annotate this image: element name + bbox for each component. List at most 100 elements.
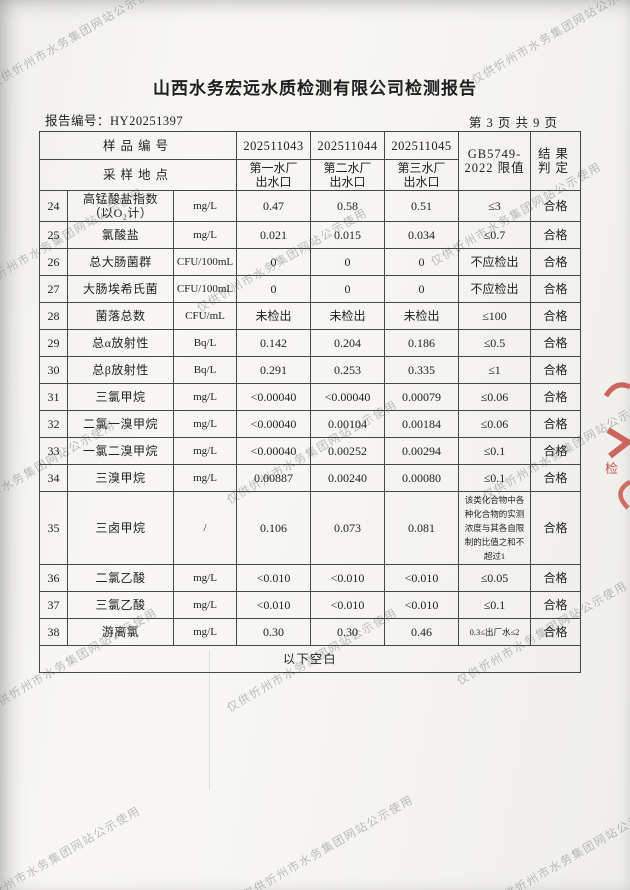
red-seal-strokes (603, 382, 630, 510)
limit-value: ≤100 (458, 302, 532, 330)
result-judgment: 合格 (530, 591, 582, 619)
row-index: 28 (39, 302, 68, 330)
value-plant-2: 0.30 (310, 618, 386, 646)
sample-id-1: 202511043 (236, 131, 312, 160)
value-plant-2: <0.010 (310, 564, 386, 592)
row-index: 38 (39, 618, 68, 646)
page-indicator: 第 3 页 共 9 页 (468, 116, 558, 130)
table-row: 37 三氯乙酸 mg/L <0.010 <0.010 <0.010 ≤0.1 合格 (39, 591, 582, 619)
sample-id-2: 202511044 (310, 131, 386, 160)
limit-value: ≤3 (458, 190, 532, 222)
value-plant-2: 0.00252 (310, 437, 386, 465)
table-row: 28 菌落总数 CFU/mL 未检出 未检出 未检出 ≤100 合格 (39, 302, 582, 330)
value-plant-1: 0.142 (236, 329, 312, 357)
value-plant-1: <0.00040 (236, 383, 312, 411)
parameter-name: 二氯一溴甲烷 (67, 410, 174, 438)
header-row-sample-id: 样品编号 202511043 202511044 202511045 GB574… (38, 131, 582, 191)
result-judgment: 合格 (530, 190, 582, 222)
value-plant-2: 0.253 (310, 356, 386, 384)
parameter-name: 二氯乙酸 (67, 564, 174, 592)
result-judgment: 合格 (530, 221, 582, 249)
row-index: 27 (39, 275, 68, 303)
value-plant-2: 未检出 (310, 302, 386, 330)
sampling-site-2: 第二水厂 出水口 (310, 159, 386, 191)
value-plant-2: 0 (310, 275, 386, 303)
value-plant-1: 0 (236, 248, 312, 276)
parameter-name: 总α放射性 (67, 329, 174, 357)
result-judgment: 合格 (530, 329, 582, 357)
row-index: 26 (39, 248, 68, 276)
watermark: 仅供忻州市水务集团网站公示使用 (241, 793, 416, 890)
row-index: 29 (39, 329, 68, 357)
parameter-name: 三氯乙酸 (67, 591, 174, 619)
value-plant-1: 0 (236, 275, 312, 303)
value-plant-1: 0.47 (236, 190, 312, 222)
limit-value: 不应检出 (458, 248, 532, 276)
red-seal-fragment: 检 (598, 374, 630, 514)
value-plant-1: 0.106 (236, 491, 312, 565)
sample-id-label: 样品编号 (38, 131, 238, 160)
limit-value: ≤0.5 (458, 329, 532, 357)
limit-value: 不应检出 (458, 275, 532, 303)
table-row: 24 高锰酸盐指数 （以O₂计） mg/L 0.47 0.58 0.51 ≤3 合格 (39, 190, 582, 222)
red-seal-character: 检 (605, 461, 619, 476)
unit: Bq/L (172, 356, 238, 384)
parameter-name: 总β放射性 (67, 356, 174, 384)
limit-value: ≤0.1 (458, 437, 532, 465)
report-number-label: 报告编号： (45, 114, 111, 128)
header-row-sampling-site: 采样地点 第一水厂 出水口 第二水厂 出水口 第三水厂 出水口 (38, 159, 581, 191)
table-row: 30 总β放射性 Bq/L 0.291 0.253 0.335 ≤1 合格 (39, 356, 582, 384)
value-plant-2: 0.204 (310, 329, 386, 357)
sample-id-3: 202511045 (384, 131, 460, 160)
parameter-name: 大肠埃希氏菌 (67, 275, 174, 303)
table-row: 36 二氯乙酸 mg/L <0.010 <0.010 <0.010 ≤0.05 合格 (39, 564, 582, 592)
unit: mg/L (172, 437, 238, 465)
result-judgment: 合格 (530, 564, 582, 592)
result-judgment: 合格 (530, 491, 582, 565)
report-number-value: HY20251397 (110, 114, 184, 128)
value-plant-3: 0.00080 (384, 464, 460, 492)
unit: mg/L (172, 410, 238, 438)
limit-value: ≤1 (458, 356, 532, 384)
watermark: 仅供忻州市水务集团网站公示使用 (0, 804, 143, 890)
table-row: 34 三溴甲烷 mg/L 0.00887 0.00240 0.00080 ≤0.1 合格 (39, 464, 582, 492)
unit: mg/L (172, 591, 238, 619)
limit-column-header: GB5749- 2022 限值 (458, 131, 532, 191)
parameter-name: 三氯甲烷 (67, 383, 174, 411)
unit: mg/L (172, 221, 238, 249)
limit-value: 0.3≤出厂水≤2 (458, 618, 532, 646)
unit: CFU/mL (172, 302, 238, 330)
value-plant-3: 0.51 (384, 190, 460, 222)
value-plant-2: 0.015 (310, 221, 386, 249)
value-plant-2: 0.00240 (310, 464, 386, 492)
value-plant-3: 0.034 (384, 221, 460, 249)
limit-value: ≤0.05 (458, 564, 532, 592)
result-judgment: 合格 (530, 437, 582, 465)
row-index: 24 (39, 190, 68, 222)
parameter-name: 三卤甲烷 (67, 491, 174, 565)
unit: CFU/100mL (172, 275, 238, 303)
parameter-name: 高锰酸盐指数 （以O₂计） (67, 190, 174, 222)
table-row: 29 总α放射性 Bq/L 0.142 0.204 0.186 ≤0.5 合格 (39, 329, 582, 357)
row-index: 34 (39, 464, 68, 492)
value-plant-1: <0.010 (236, 591, 312, 619)
unit: CFU/100mL (172, 248, 238, 276)
table-row: 38 游离氯 mg/L 0.30 0.30 0.46 0.3≤出厂水≤2 合格 (39, 618, 582, 646)
value-plant-3: 0.00184 (384, 410, 460, 438)
limit-value: ≤0.06 (458, 383, 532, 411)
value-plant-3: 未检出 (384, 302, 460, 330)
unit: mg/L (172, 383, 238, 411)
row-index: 37 (39, 591, 68, 619)
result-judgment: 合格 (530, 464, 582, 492)
table-row: 25 氯酸盐 mg/L 0.021 0.015 0.034 ≤0.7 合格 (39, 221, 582, 249)
value-plant-2: 0.00104 (310, 410, 386, 438)
value-plant-1: <0.00040 (236, 410, 312, 438)
value-plant-3: 0.335 (384, 356, 460, 384)
result-judgment: 合格 (530, 275, 582, 303)
row-index: 25 (39, 221, 68, 249)
unit: mg/L (172, 464, 238, 492)
result-judgment: 合格 (530, 410, 582, 438)
value-plant-1: 未检出 (236, 302, 312, 330)
result-judgment: 合格 (530, 356, 582, 384)
